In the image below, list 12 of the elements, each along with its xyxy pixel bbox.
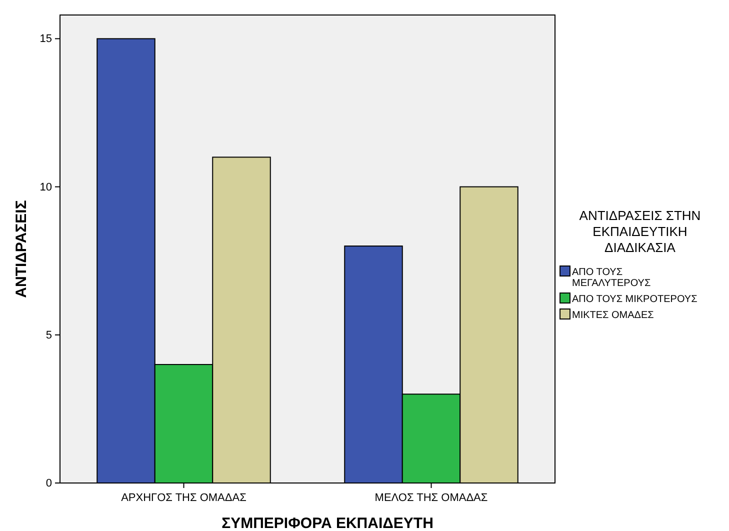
x-tick-label: ΑΡΧΗΓΟΣ ΤΗΣ ΟΜΑΔΑΣ — [121, 492, 247, 504]
x-tick-label: ΜΕΛΟΣ ΤΗΣ ΟΜΑΔΑΣ — [374, 492, 488, 504]
legend-label: ΑΠΟ ΤΟΥΣ ΜΙΚΡΟΤΕΡΟΥΣ — [572, 294, 698, 305]
y-tick-label: 5 — [46, 329, 52, 342]
legend-label: ΑΠΟ ΤΟΥΣ ΜΕΓΑΛΥΤΕΡΟΥΣ — [572, 267, 651, 289]
y-tick-label: 10 — [40, 181, 52, 194]
legend-title: ΑΝΤΙΔΡΑΣΕΙΣ ΣΤΗΝ ΕΚΠΑΙΔΕΥΤΙΚΗ ΔΙΑΔΙΚΑΣΙΑ — [579, 208, 701, 255]
y-axis-title: ΑΝΤΙΔΡΑΣΕΙΣ — [13, 200, 30, 298]
y-tick-label: 15 — [40, 33, 52, 46]
legend-label: ΜΙΚΤΕΣ ΟΜΑΔΕΣ — [572, 310, 654, 321]
y-tick-label: 0 — [46, 478, 52, 490]
x-axis-title: ΣΥΜΠΕΡΙΦΟΡΑ ΕΚΠΑΙΔΕΥΤΗ — [222, 515, 434, 531]
